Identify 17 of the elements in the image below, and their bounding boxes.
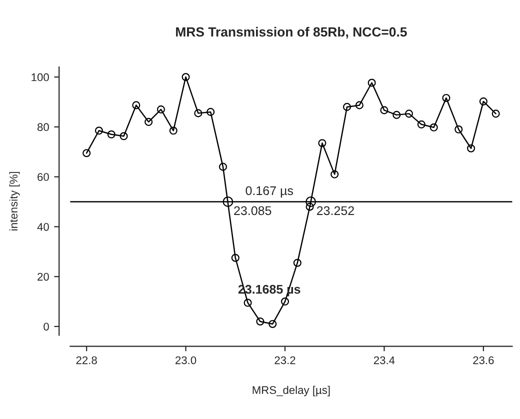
y-tick-label: 20 (38, 272, 49, 281)
y-tick-label: 0 (44, 322, 49, 331)
y-tick-label: 40 (37, 222, 49, 231)
x-tick-label: 23.4 (374, 356, 395, 364)
chart-title: MRS Transmission of 85Rb, NCC=0.5 (176, 26, 407, 39)
y-tick-label: 80 (37, 123, 49, 132)
annotation: 23.252 (316, 206, 354, 216)
y-tick-label: 60 (38, 173, 49, 181)
x-axis-title: MRS_delay [µs] (252, 386, 330, 396)
x-tick-label: 23.6 (473, 356, 494, 364)
x-tick-label: 23.2 (274, 356, 296, 364)
y-axis-title: intensity [%] (9, 172, 20, 230)
annotation: 0.167 µs (246, 186, 294, 198)
x-tick-label: 22.8 (76, 356, 97, 364)
annotation: 23.085 (234, 206, 272, 216)
x-tick-label: 23.0 (176, 356, 196, 364)
y-tick-label: 100 (32, 73, 49, 82)
